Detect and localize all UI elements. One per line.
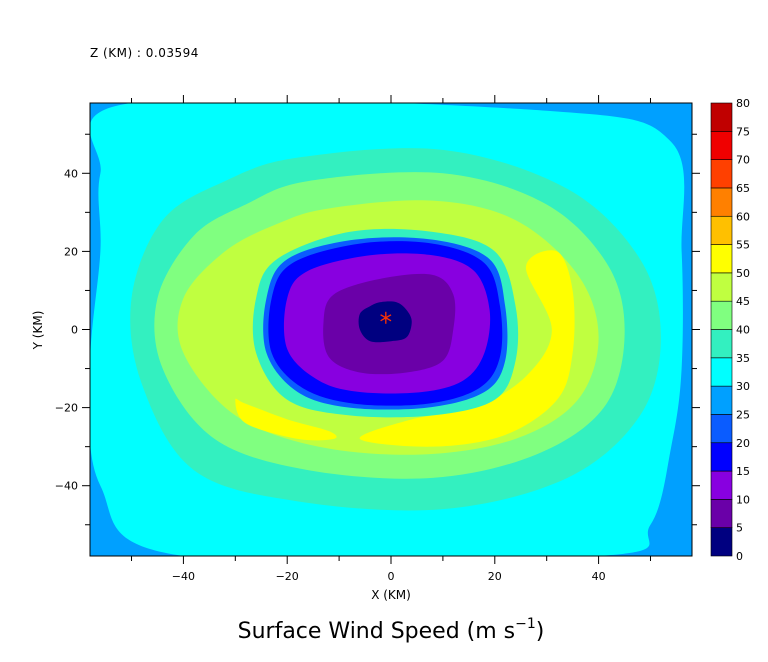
colorbar-swatch: [710, 187, 733, 217]
center-marker-stroke: [380, 314, 392, 322]
colorbar-swatch: [710, 329, 733, 359]
y-tick-label: 40: [64, 167, 78, 180]
contour-band-5: [359, 250, 575, 447]
x-tick-label: 0: [388, 570, 395, 583]
x-tick-label: −20: [276, 570, 299, 583]
colorbar-label: 30: [736, 380, 750, 393]
colorbar-label: 25: [736, 408, 750, 421]
colorbar-label: 15: [736, 465, 750, 478]
colorbar-label: 55: [736, 239, 750, 252]
x-tick-label: 20: [488, 570, 502, 583]
colorbar-label: 45: [736, 295, 750, 308]
chart-title-exponent: −1: [515, 616, 536, 632]
center-marker: [380, 311, 392, 324]
colorbar-swatch: [710, 102, 733, 132]
colorbar-label: 5: [736, 522, 743, 535]
colorbar-swatch: [710, 244, 733, 274]
colorbar-label: 50: [736, 267, 750, 280]
x-axis-label: X (KM): [371, 588, 411, 602]
chart-title: Surface Wind Speed (m s−1): [238, 616, 545, 644]
y-tick-label: −40: [55, 480, 78, 493]
colorbar-swatch: [710, 300, 733, 330]
colorbar-label: 75: [736, 125, 750, 138]
colorbar-label: 80: [736, 97, 750, 110]
colorbar-swatch: [710, 527, 733, 557]
colorbar-swatch: [710, 499, 733, 528]
colorbar-label: 10: [736, 493, 750, 506]
colorbar-label: 70: [736, 154, 750, 167]
colorbar-label: 20: [736, 437, 750, 450]
y-tick-label: 0: [71, 324, 78, 337]
colorbar-swatch: [710, 414, 733, 444]
y-tick-label: 20: [64, 245, 78, 258]
colorbar-label: 65: [736, 182, 750, 195]
colorbar-swatch: [710, 215, 733, 245]
colorbar-label: 60: [736, 210, 750, 223]
chart-title-close: ): [536, 619, 545, 644]
y-axis: −40 −20 0 20 40: [55, 133, 700, 526]
colorbar-label: 0: [736, 550, 743, 563]
colorbar-swatch: [710, 357, 733, 387]
colorbar-label: 35: [736, 352, 750, 365]
colorbar-swatch: [710, 442, 733, 472]
colorbar-swatch: [710, 470, 733, 500]
x-tick-label: 40: [592, 570, 606, 583]
contour-fill-layer: [90, 103, 692, 556]
x-axis: −40 −20 0 20 40: [131, 95, 651, 583]
colorbar-swatch: [710, 131, 733, 160]
z-level-label: Z (KM) : 0.03594: [90, 46, 199, 60]
y-tick-label: −20: [55, 402, 78, 415]
colorbar-swatch: [710, 385, 733, 415]
colorbar-swatch: [710, 272, 733, 302]
chart-title-main: Surface Wind Speed (m s: [238, 619, 516, 644]
y-axis-label: Y (KM): [31, 311, 45, 351]
x-tick-label: −40: [172, 570, 195, 583]
colorbar: 0 5 10 15 20 25 30 35 40 45 50 55 60 65 70 75 80: [710, 97, 750, 563]
colorbar-swatch: [710, 159, 733, 189]
contour-band-6: [235, 398, 337, 441]
colorbar-label: 40: [736, 324, 750, 337]
